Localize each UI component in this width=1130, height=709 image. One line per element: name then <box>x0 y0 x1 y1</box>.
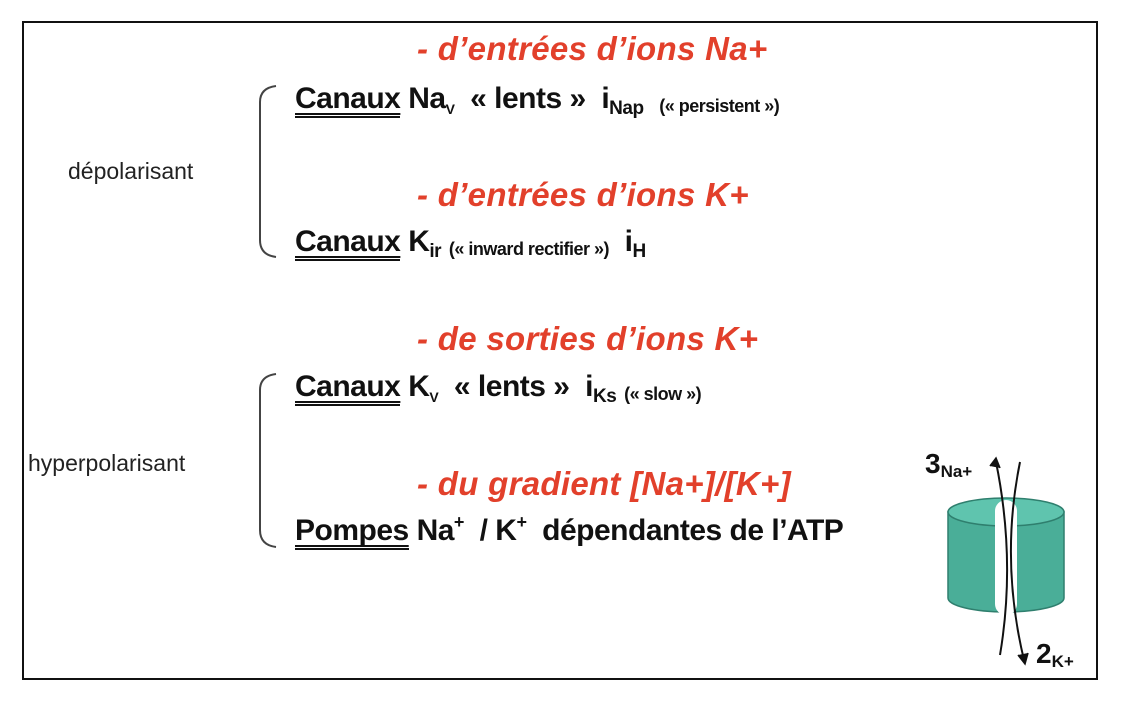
row-prefix: Canaux <box>295 370 401 406</box>
separator: / <box>479 514 488 547</box>
heading-k-exit: - de sorties d’ions K+ <box>417 320 759 357</box>
pump-icon <box>947 456 1065 666</box>
ion-na: Na <box>416 514 455 547</box>
heading-k-entry: - d’entrées d’ions K+ <box>417 176 749 213</box>
k-count: 2 <box>1036 638 1052 669</box>
brace-hyperpolarizing <box>259 373 277 548</box>
row-prefix: Canaux <box>295 225 401 261</box>
row-kir-channels: Canaux Kir (« inward rectifier ») iH <box>295 225 646 263</box>
row-prefix: Canaux <box>295 82 401 118</box>
current-sub: H <box>632 241 647 262</box>
heading-na-entry: - d’entrées d’ions Na+ <box>417 30 768 67</box>
ion-sub: ir <box>429 241 442 262</box>
ion-k-sup: + <box>516 512 527 532</box>
current-sub: Nap <box>609 98 644 119</box>
heading-gradient: - du gradient [Na+]/[K+] <box>417 465 791 502</box>
note: (« inward rectifier ») <box>448 239 610 259</box>
row-kv-channels: Canaux KV « lents » iKs (« slow ») <box>295 370 702 408</box>
label-depolarizing: dépolarisant <box>68 158 194 184</box>
ion-sub: V <box>429 389 439 405</box>
na-label: Na+ <box>940 462 973 481</box>
current: i <box>585 370 593 403</box>
note: (« slow ») <box>624 384 702 404</box>
ion: K <box>408 370 430 403</box>
current: i <box>601 82 610 115</box>
middle: « lents » <box>470 82 586 115</box>
middle: « lents » <box>453 370 570 403</box>
na-count: 3 <box>925 448 941 479</box>
ion-k: K <box>495 514 517 547</box>
brace-depolarizing <box>259 85 277 258</box>
current: i <box>624 225 633 258</box>
current-sub: Ks <box>592 386 617 407</box>
k-label: K+ <box>1051 652 1074 671</box>
label-hyperpolarizing: hyperpolarisant <box>28 450 186 476</box>
note: (« persistent ») <box>659 96 780 116</box>
slide-frame <box>22 21 1098 680</box>
ion-sub: V <box>445 101 455 117</box>
row-prefix: Pompes <box>295 514 409 550</box>
ion: Na <box>408 82 446 115</box>
row-pumps: Pompes Na+ / K+ dépendantes de l’ATP <box>295 512 844 550</box>
rest: dépendantes de l’ATP <box>542 514 844 547</box>
pump-na-label: 3Na+ <box>925 448 972 482</box>
ion-na-sup: + <box>453 512 465 532</box>
ion: K <box>408 225 430 258</box>
pump-k-label: 2K+ <box>1036 638 1074 672</box>
row-nav-channels: Canaux NaV « lents » iNap (« persistent … <box>295 82 780 120</box>
